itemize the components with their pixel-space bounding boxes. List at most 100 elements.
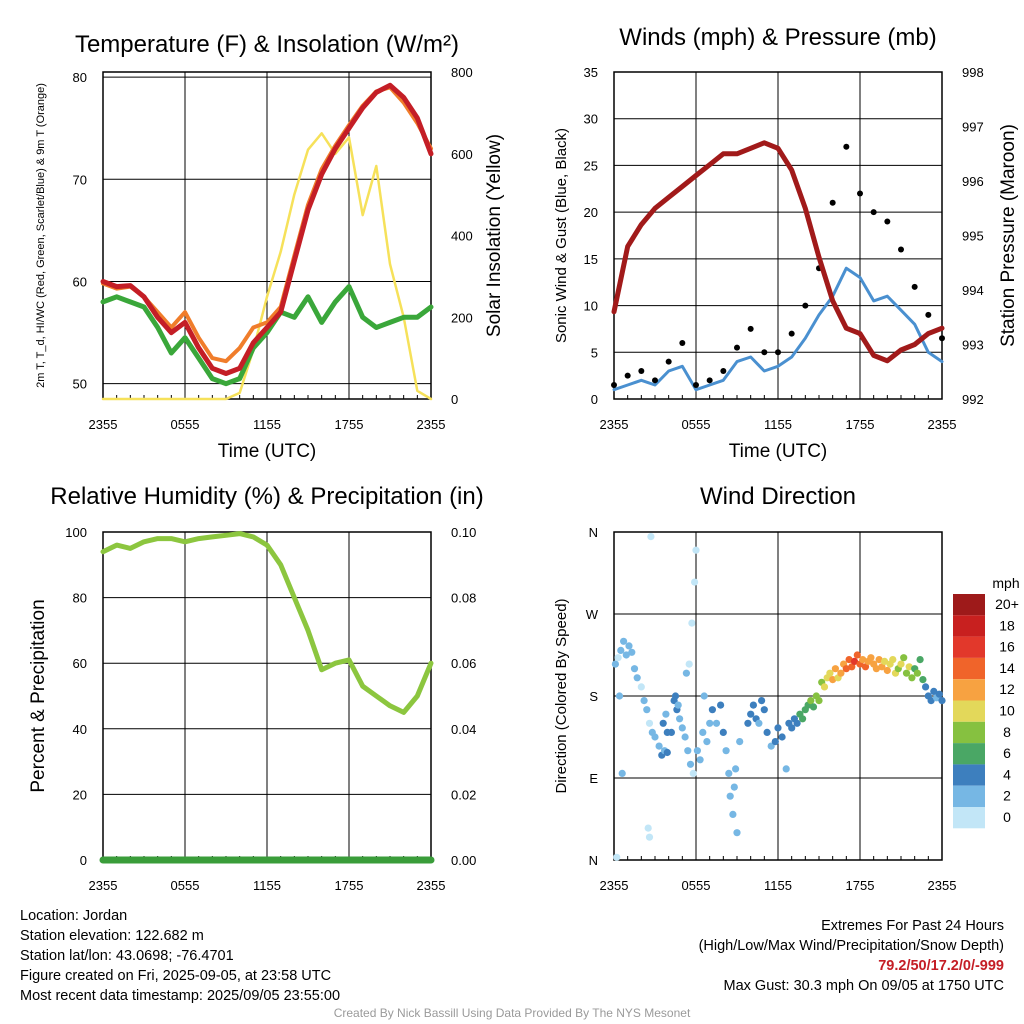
- direction-point: [703, 738, 711, 746]
- gust-point: [611, 381, 617, 388]
- x-tick-label: 0555: [682, 878, 711, 893]
- y-tick-label: 70: [73, 172, 87, 187]
- x-tick-label: 2355: [928, 417, 957, 432]
- gust-point: [775, 349, 781, 356]
- legend-swatch: [953, 807, 985, 829]
- y-tick-label: 25: [584, 158, 598, 173]
- direction-point: [774, 724, 782, 732]
- legend-label: 4: [1003, 766, 1011, 782]
- direction-point: [625, 642, 633, 650]
- x-tick-label: 1755: [335, 417, 364, 432]
- direction-point: [615, 692, 624, 700]
- y-right-tick-label: 0.04: [451, 722, 476, 737]
- x-tick-label: 1755: [846, 878, 875, 893]
- direction-point: [815, 697, 823, 705]
- direction-point: [614, 654, 622, 662]
- y-right-tick-label: 0.06: [451, 656, 476, 671]
- y-tick-label: 60: [73, 274, 87, 289]
- y-right-tick-label: 994: [962, 283, 984, 298]
- series-line-red: [100, 82, 434, 376]
- direction-point: [685, 660, 693, 668]
- x-tick-label: 1755: [846, 417, 875, 432]
- direction-point: [611, 660, 620, 668]
- direction-point: [927, 697, 935, 705]
- x-tick-label: 2355: [89, 878, 118, 893]
- y-right-tick-label: 0.08: [451, 591, 476, 606]
- extremes-values: 79.2/50/17.2/0/-999: [878, 958, 1004, 974]
- y-tick-label: 20: [73, 787, 87, 802]
- direction-point: [809, 703, 818, 711]
- chart-title: Temperature (F) & Insolation (W/m²): [75, 31, 459, 58]
- legend-label: 0: [1003, 809, 1011, 825]
- x-tick-label: 2355: [600, 417, 629, 432]
- gust-point: [788, 330, 795, 337]
- direction-point: [755, 719, 763, 727]
- x-tick-label: 1155: [764, 878, 792, 893]
- direction-point: [681, 733, 689, 741]
- legend-label: 10: [999, 703, 1015, 719]
- direction-point: [842, 665, 850, 673]
- y-tick-label: 80: [73, 591, 87, 606]
- direction-point: [930, 687, 938, 696]
- direction-point: [678, 724, 686, 732]
- y-tick-label: S: [589, 689, 598, 704]
- y-right-tick-label: 996: [962, 174, 984, 189]
- direction-point: [749, 701, 758, 709]
- y-axis-label: Sonic Wind & Gust (Blue, Black): [553, 128, 570, 343]
- direction-point: [645, 719, 654, 727]
- direction-point: [633, 674, 641, 682]
- y-tick-label: 30: [584, 112, 598, 127]
- direction-point: [793, 719, 801, 727]
- direction-point: [663, 748, 671, 757]
- legend-label: 18: [999, 617, 1015, 633]
- y-right-tick-label: 800: [451, 65, 473, 80]
- direction-point: [908, 674, 916, 682]
- legend-label: 20+: [995, 596, 1019, 612]
- direction-point: [760, 706, 768, 714]
- direction-point: [699, 728, 707, 737]
- direction-point: [732, 765, 740, 773]
- x-tick-label: 1155: [253, 417, 281, 432]
- direction-point: [688, 619, 696, 627]
- direction-point: [922, 683, 930, 691]
- x-axis-label: Time (UTC): [218, 441, 317, 462]
- direction-point: [689, 769, 697, 778]
- gust-point: [925, 311, 932, 318]
- y-right-tick-label: 400: [451, 229, 473, 244]
- y-tick-label: 0: [591, 392, 598, 407]
- direction-point: [630, 665, 639, 673]
- legend-label: 16: [999, 639, 1015, 655]
- legend-swatch: [953, 636, 985, 658]
- legend-label: 12: [999, 681, 1015, 697]
- gust-point: [638, 367, 645, 374]
- direction-point: [693, 747, 702, 755]
- direction-point: [859, 656, 867, 664]
- direction-point: [651, 733, 659, 741]
- direction-point: [771, 738, 779, 746]
- legend-swatch: [953, 764, 985, 786]
- direction-point: [831, 665, 840, 673]
- direction-point: [682, 669, 691, 677]
- y-right-tick-label: 998: [962, 65, 984, 80]
- station-latlon: Station lat/lon: 43.0698; -76.4701: [20, 948, 234, 964]
- y-tick-label: 15: [584, 252, 598, 267]
- direction-point: [878, 663, 886, 671]
- direction-point: [913, 669, 922, 677]
- direction-point: [722, 747, 730, 755]
- x-tick-label: 0555: [171, 878, 200, 893]
- y-right-axis-label: Solar Insolation (Yellow): [484, 134, 505, 337]
- direction-point: [726, 792, 734, 800]
- gust-point: [720, 367, 727, 374]
- direction-point: [676, 715, 684, 723]
- y-axis-label: Percent & Precipitation: [28, 599, 49, 792]
- legend-swatch: [953, 594, 985, 616]
- direction-point: [916, 656, 924, 664]
- series-line-maroon: [611, 140, 945, 364]
- direction-point: [758, 697, 766, 705]
- series-line-rh: [100, 531, 434, 715]
- y-right-tick-label: 0: [451, 392, 458, 407]
- y-right-axis-label: Station Pressure (Maroon): [998, 124, 1019, 347]
- y-right-tick-label: 0.10: [451, 525, 476, 540]
- direction-point: [905, 663, 913, 671]
- y-right-tick-label: 992: [962, 392, 984, 407]
